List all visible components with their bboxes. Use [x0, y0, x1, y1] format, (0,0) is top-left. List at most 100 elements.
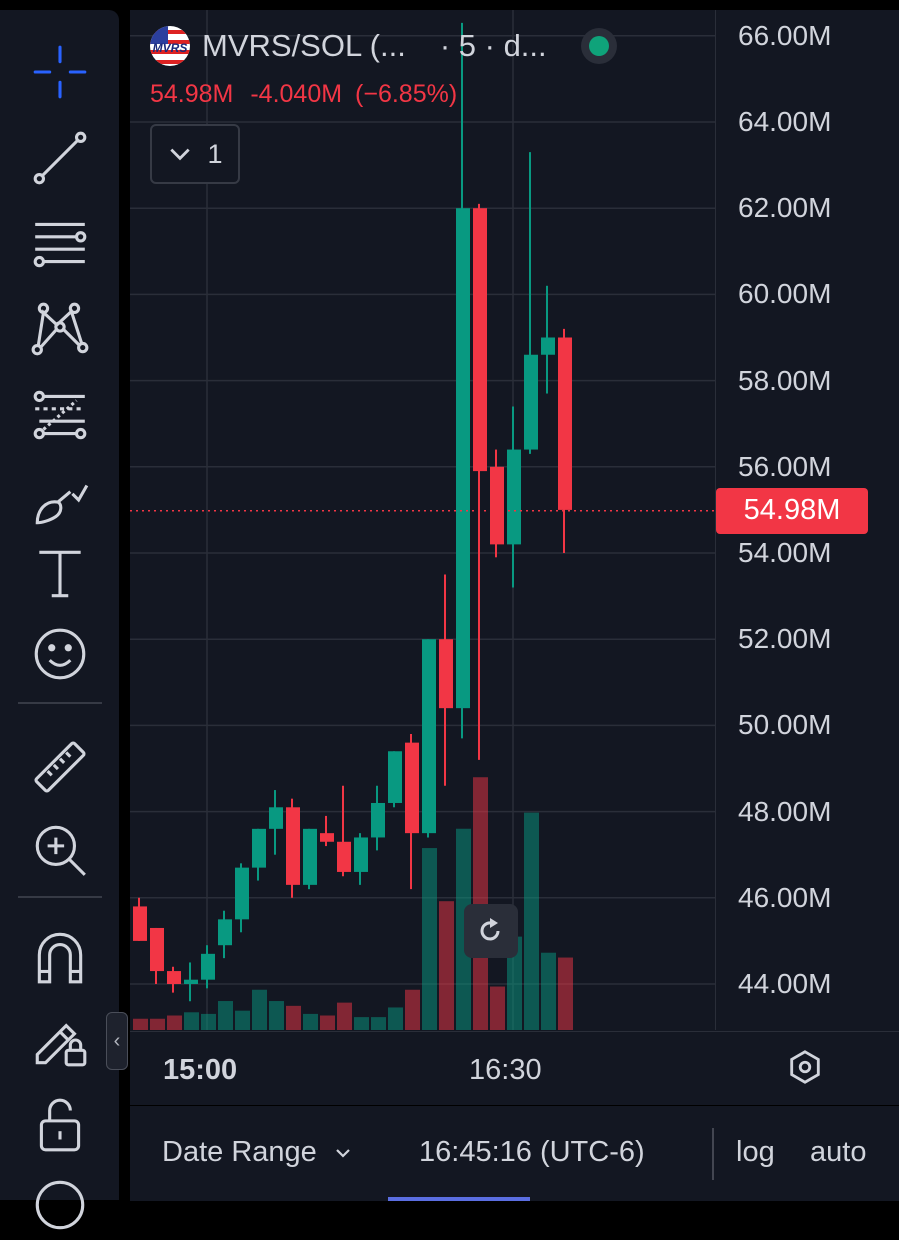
horizontal-lines-icon[interactable]	[20, 208, 100, 278]
pattern-icon[interactable]	[20, 294, 100, 364]
volume-bar	[473, 777, 488, 1030]
volume-bar	[541, 952, 556, 1030]
series-count: 1	[207, 138, 223, 169]
volume-bar	[252, 989, 267, 1030]
chevron-down-icon	[336, 1149, 350, 1158]
ruler-icon[interactable]	[20, 732, 100, 802]
candle-body	[320, 833, 334, 842]
volume-bar	[558, 957, 573, 1030]
price-tick-label: 52.00M	[738, 623, 832, 655]
last-price-badge: 54.98M	[716, 487, 868, 534]
fib-retracement-icon[interactable]	[20, 380, 100, 450]
volume-bar	[439, 901, 454, 1030]
candle-body	[473, 208, 487, 472]
candle-body	[150, 927, 164, 972]
market-status-dot	[588, 36, 609, 56]
trend-line-icon[interactable]	[20, 123, 100, 193]
lock-drawing-icon[interactable]	[20, 1005, 100, 1075]
price-change-percent: (−6.85%)	[355, 80, 458, 108]
candle-body	[303, 828, 317, 885]
price-change-row: 54.98M -4.040M (−6.85%)	[150, 80, 609, 110]
symbol-name[interactable]: MVRS/SOL (...	[202, 28, 406, 63]
price-tick-label: 50.00M	[738, 709, 832, 741]
volume-bar	[269, 1001, 284, 1030]
symbol-row[interactable]: MVRS MVRS/SOL (... · 5 · d...	[150, 24, 609, 68]
price-tick-label: 44.00M	[738, 968, 832, 999]
candle-body	[490, 466, 504, 545]
candle-body	[252, 828, 266, 868]
candle-body	[133, 906, 147, 941]
chart-panel: MVRS MVRS/SOL (... · 5 · d... 54.98M -4.…	[130, 10, 899, 1200]
candle-body	[371, 802, 385, 838]
price-tick-label: 62.00M	[738, 192, 832, 224]
volume-bar	[456, 828, 471, 1030]
auto-scale-toggle[interactable]: auto	[810, 1136, 867, 1168]
price-tick-label: 66.00M	[738, 19, 832, 51]
date-range-button[interactable]: Date Range	[162, 1136, 353, 1169]
price-tick-label: 58.00M	[738, 364, 832, 396]
time-tick-label: 16:30	[469, 1054, 542, 1086]
candle-body	[235, 867, 249, 920]
settings-hexagon-icon	[790, 1050, 820, 1084]
volume-bar	[303, 1013, 318, 1030]
chart-settings-button[interactable]	[786, 1048, 824, 1091]
chevron-down-icon	[170, 148, 191, 161]
brush-icon[interactable]	[20, 465, 100, 535]
chart-area[interactable]: MVRS MVRS/SOL (... · 5 · d... 54.98M -4.…	[130, 10, 715, 1030]
candle-body	[167, 971, 181, 984]
candle-body	[337, 841, 351, 872]
candle-body	[184, 979, 198, 984]
log-scale-toggle[interactable]: log	[736, 1136, 775, 1168]
candle-body	[388, 751, 402, 803]
price-tick-label: 64.00M	[738, 106, 832, 137]
series-toggle-button[interactable]: 1	[150, 124, 240, 184]
volume-bar	[388, 1007, 403, 1030]
volume-bar	[150, 1018, 165, 1030]
price-tick-label: 54.00M	[738, 537, 832, 568]
price-tick-label: 46.00M	[738, 881, 832, 913]
price-axis[interactable]: 54.98M 66.00M 64.00M 62.00M 60.00M 58.00M 56.…	[715, 10, 899, 1030]
toolbar-separator	[18, 896, 102, 898]
drawing-toolbar	[0, 10, 119, 1230]
candle-body	[269, 807, 283, 829]
reset-chart-button[interactable]	[464, 904, 518, 958]
magnet-icon[interactable]	[20, 922, 100, 992]
time-axis[interactable]: 15:00 16:30	[130, 1031, 899, 1108]
clock-timezone[interactable]: 16:45:16 (UTC-6)	[419, 1136, 645, 1168]
volume-bar	[405, 989, 420, 1030]
text-icon[interactable]	[20, 538, 100, 608]
price-tick-label: 48.00M	[738, 795, 832, 827]
candlestick-chart[interactable]	[130, 10, 715, 1030]
bottom-bar: Date Range 16:45:16 (UTC-6) log auto	[130, 1105, 899, 1201]
price-change: -4.040M	[250, 80, 343, 108]
time-tick-label: 15:00	[163, 1054, 238, 1086]
volume-bar	[320, 1015, 335, 1030]
emoji-icon[interactable]	[20, 619, 100, 689]
unlock-icon[interactable]	[20, 1090, 100, 1160]
candle-body	[456, 208, 470, 709]
toolbar-separator	[18, 702, 102, 704]
volume-bar	[490, 986, 505, 1030]
candle-body	[405, 742, 419, 834]
volume-bar	[354, 1017, 369, 1030]
symbol-interval[interactable]: · 5 · d...	[439, 28, 547, 63]
candle-body	[286, 807, 300, 885]
crosshair-icon[interactable]	[20, 37, 100, 107]
candle-body	[558, 337, 572, 510]
volume-bar	[507, 936, 522, 1030]
collapse-toolbar-button[interactable]: ‹	[106, 1012, 128, 1070]
zoom-in-icon[interactable]	[20, 815, 100, 885]
price-tick-label: 60.00M	[738, 278, 832, 310]
candle-body	[354, 837, 368, 872]
candle-body	[541, 337, 555, 355]
volume-bar	[337, 1002, 352, 1030]
chart-legend: MVRS MVRS/SOL (... · 5 · d... 54.98M -4.…	[150, 24, 609, 184]
home-indicator	[388, 1197, 530, 1201]
eye-icon[interactable]	[20, 1170, 100, 1240]
volume-bar	[371, 1017, 386, 1030]
symbol-logo: MVRS	[150, 26, 190, 66]
volume-bar	[133, 1018, 148, 1030]
candle-body	[439, 639, 453, 709]
volume-bar	[201, 1013, 216, 1030]
reset-icon	[480, 918, 500, 941]
